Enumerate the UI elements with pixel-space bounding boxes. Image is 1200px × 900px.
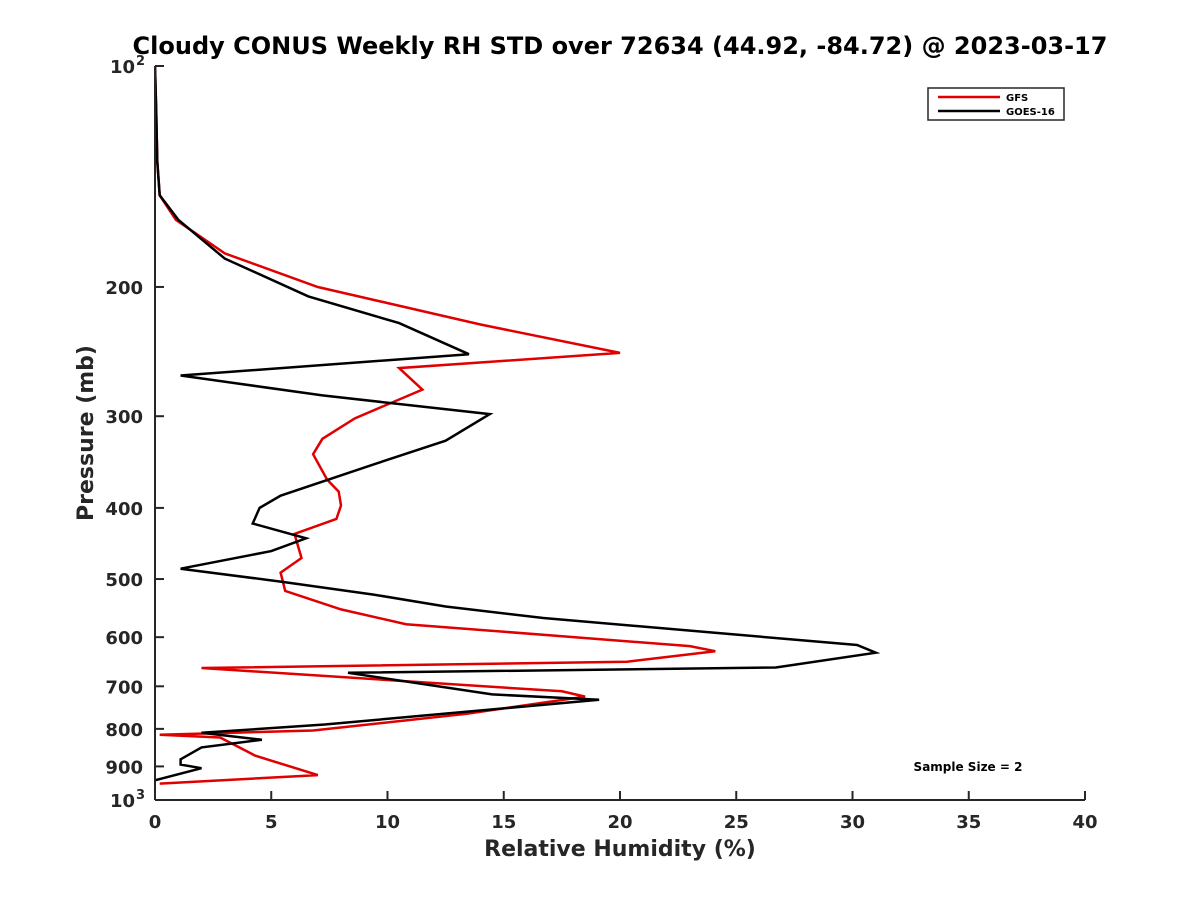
sample-size-annotation: Sample Size = 2 <box>914 760 1023 774</box>
y-tick-label: 500 <box>105 570 143 591</box>
y-tick-label: 10 <box>110 57 135 78</box>
x-tick-label: 20 <box>607 812 632 833</box>
y-tick-label: 600 <box>105 628 143 649</box>
x-tick-label: 10 <box>375 812 400 833</box>
x-tick-label: 25 <box>724 812 749 833</box>
y-tick-exponent: 2 <box>136 54 145 69</box>
y-tick-label: 800 <box>105 720 143 741</box>
x-tick-label: 40 <box>1072 812 1097 833</box>
series-line-gfs <box>155 66 716 785</box>
x-tick-label: 0 <box>149 812 162 833</box>
x-tick-label: 15 <box>491 812 516 833</box>
y-tick-label: 300 <box>105 407 143 428</box>
x-tick-label: 30 <box>840 812 865 833</box>
y-tick-label: 200 <box>105 278 143 299</box>
y-tick-label: 700 <box>105 677 143 698</box>
y-tick-label: 10 <box>110 791 135 812</box>
x-tick-label: 5 <box>265 812 278 833</box>
plot-area: 0 5 10 15 20 25 30 35 40 10 220030040050060070080… <box>105 54 1097 833</box>
legend-label-goes16: GOES-16 <box>1006 107 1055 118</box>
series-line-goes16 <box>155 66 881 782</box>
y-tick-label: 400 <box>105 499 143 520</box>
legend-box <box>927 87 1065 121</box>
x-tick-label: 35 <box>956 812 981 833</box>
legend-label-gfs: GFS <box>1006 93 1028 104</box>
legend: GFS GOES-16 <box>927 87 1065 121</box>
x-axis-ticks: 0 5 10 15 20 25 30 35 40 <box>149 791 1098 833</box>
chart-title: Cloudy CONUS Weekly RH STD over 72634 (4… <box>133 32 1108 60</box>
y-tick-exponent: 3 <box>136 788 145 803</box>
series-layer <box>155 66 881 785</box>
y-tick-label: 900 <box>105 757 143 778</box>
x-axis-label: Relative Humidity (%) <box>484 837 756 862</box>
y-axis-label: Pressure (mb) <box>74 345 99 521</box>
